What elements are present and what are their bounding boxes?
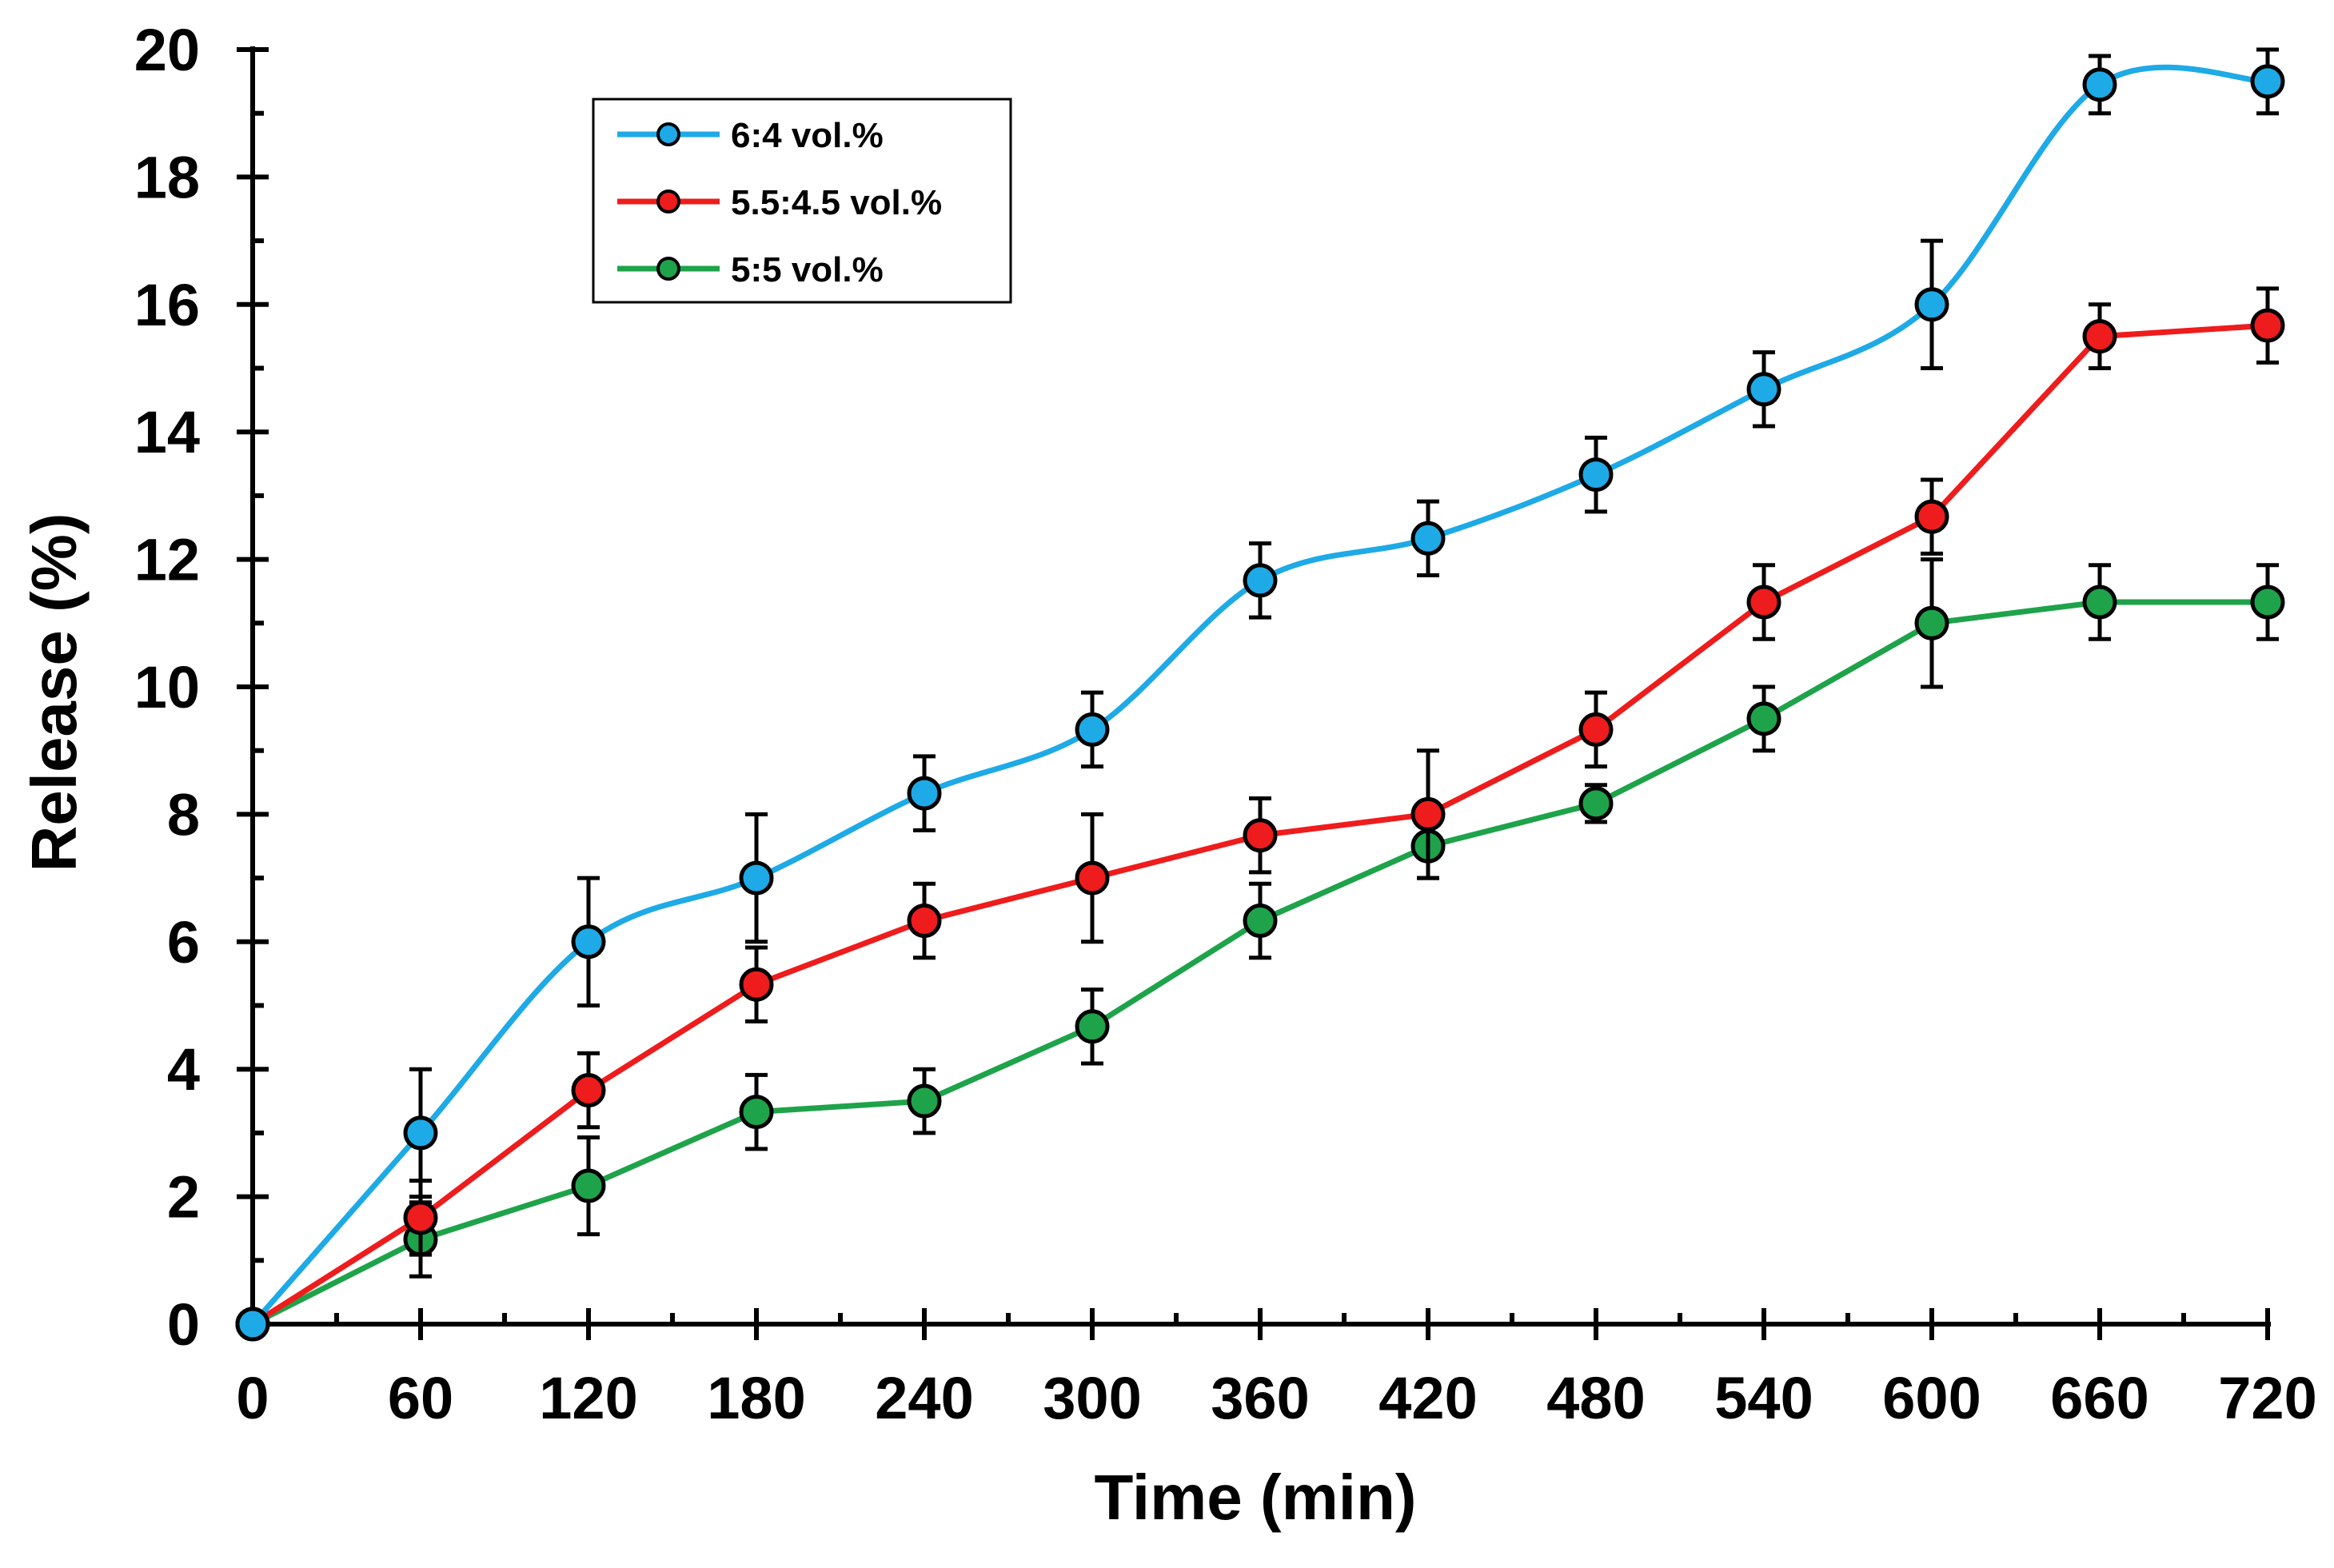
legend-label: 5:5 vol.% — [731, 250, 884, 289]
data-point — [2082, 319, 2117, 354]
data-point — [2250, 308, 2285, 343]
data-point — [739, 1095, 774, 1130]
y-tick-label: 14 — [134, 399, 200, 465]
y-tick-label: 12 — [134, 527, 200, 593]
x-axis-title: Time (min) — [1094, 1462, 1416, 1533]
x-tick-label: 60 — [388, 1365, 453, 1431]
legend-label: 5.5:4.5 vol.% — [731, 183, 942, 222]
x-tick-label: 240 — [875, 1365, 973, 1431]
data-point — [1746, 585, 1781, 620]
data-point — [1075, 860, 1110, 896]
data-point — [1243, 563, 1278, 598]
data-point — [2250, 64, 2285, 99]
series-3 — [235, 557, 2285, 1342]
x-tick-label: 0 — [236, 1365, 269, 1431]
x-tick-label: 720 — [2218, 1365, 2316, 1431]
data-point — [907, 776, 942, 811]
legend-item: 5.5:4.5 vol.% — [617, 183, 942, 222]
data-point — [1410, 796, 1446, 832]
x-tick-label: 300 — [1043, 1365, 1141, 1431]
axes: 0 60 120 180 240 300 360 420 480 540 600 660 720 0 2 4 6… — [134, 17, 2317, 1431]
data-point — [1578, 457, 1614, 493]
data-point — [2082, 585, 2117, 620]
y-tick-label: 16 — [134, 272, 200, 338]
x-tick-label: 600 — [1882, 1365, 1981, 1431]
data-point — [571, 1073, 606, 1108]
y-tick-label: 4 — [167, 1036, 200, 1103]
x-tick-label: 480 — [1546, 1365, 1645, 1431]
data-point — [1243, 903, 1278, 938]
y-tick-label: 2 — [167, 1164, 200, 1231]
data-point — [1914, 605, 1949, 640]
x-tick-label: 120 — [539, 1365, 637, 1431]
data-point — [739, 860, 774, 896]
data-point — [403, 1115, 438, 1151]
x-tick-label: 540 — [1714, 1365, 1813, 1431]
series-layer — [235, 47, 2285, 1342]
x-tick-label: 360 — [1211, 1365, 1309, 1431]
data-point — [1075, 712, 1110, 747]
legend: 6:4 vol.% 5.5:4.5 vol.% 5:5 vol.% — [592, 98, 1012, 304]
x-tick-label: 180 — [707, 1365, 805, 1431]
series-1 — [235, 47, 2285, 1342]
legend-marker — [656, 257, 680, 281]
data-point — [571, 924, 606, 960]
data-point — [1578, 786, 1614, 821]
data-point — [571, 1168, 606, 1203]
data-point — [907, 1083, 942, 1119]
legend-item: 6:4 vol.% — [617, 116, 884, 155]
legend-marker — [656, 190, 680, 213]
y-axis-title: Release (%) — [18, 513, 90, 872]
y-tick-label: 20 — [134, 17, 200, 83]
y-tick-label: 10 — [134, 654, 200, 720]
data-point — [2082, 67, 2117, 102]
data-point — [1914, 499, 1949, 534]
series-line — [249, 64, 2271, 1327]
y-tick-label: 6 — [167, 909, 200, 976]
data-point — [1243, 818, 1278, 853]
data-point — [1746, 701, 1781, 736]
x-tick-label: 420 — [1378, 1365, 1477, 1431]
data-point — [235, 1307, 270, 1342]
data-point — [907, 903, 942, 938]
data-point — [1746, 372, 1781, 407]
y-tick-label: 8 — [167, 781, 200, 848]
data-point — [1410, 521, 1446, 556]
data-point — [1914, 287, 1949, 322]
series-line — [249, 599, 2271, 1327]
data-point — [403, 1200, 438, 1235]
data-point — [1075, 1009, 1110, 1044]
data-point — [2250, 585, 2285, 620]
y-tick-label: 18 — [134, 144, 200, 210]
y-tick-label: 0 — [167, 1291, 200, 1358]
legend-marker — [656, 122, 680, 146]
data-point — [739, 967, 774, 1002]
x-tick-label: 660 — [2050, 1365, 2148, 1431]
data-point — [1578, 712, 1614, 747]
legend-item: 5:5 vol.% — [617, 250, 884, 289]
series-2 — [235, 286, 2285, 1342]
legend-label: 6:4 vol.% — [731, 116, 884, 155]
